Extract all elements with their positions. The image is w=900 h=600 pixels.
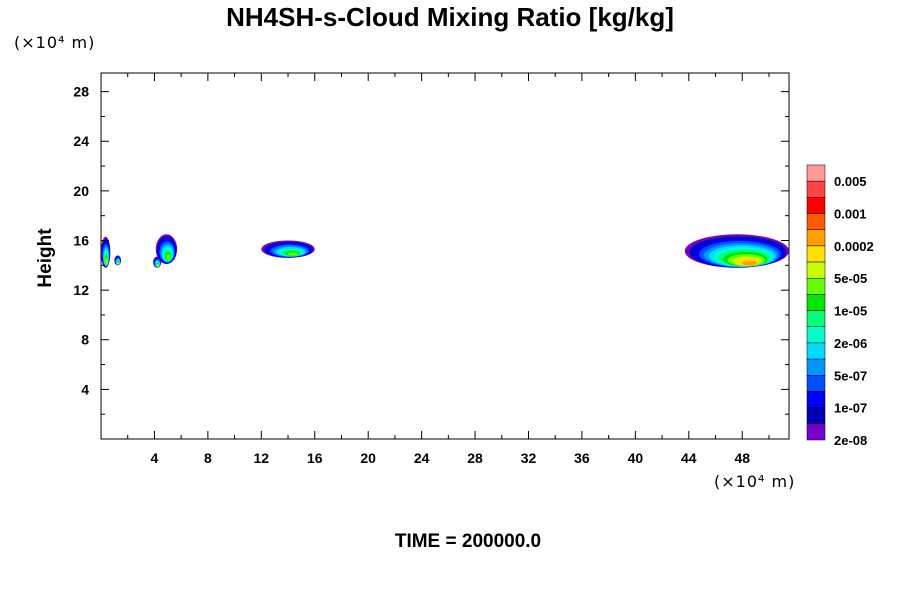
y-tick-label: 24 [73, 133, 89, 149]
colorbar-swatch [806, 229, 826, 247]
x-tick-label: 44 [681, 450, 697, 466]
x-tick-label: 16 [307, 450, 323, 466]
colorbar-swatch [806, 342, 826, 360]
x-tick-label: 20 [360, 450, 376, 466]
x-tick-label: 4 [151, 450, 159, 466]
colorbar-swatch [806, 310, 826, 328]
colorbar-label: 5e-07 [834, 368, 867, 383]
colorbar-swatch [806, 180, 826, 198]
cloud-region-5-level-12 [741, 260, 757, 266]
colorbar-swatch [806, 164, 826, 182]
colorbar-swatch [806, 375, 826, 392]
x-tick-label: 32 [521, 450, 537, 466]
colorbar-swatch [806, 407, 826, 425]
x-tick-label: 28 [467, 450, 483, 466]
x-tick-label: 12 [254, 450, 270, 466]
colorbar-label: 0.005 [834, 174, 867, 189]
colorbar-swatch [806, 277, 826, 295]
y-axis: 4 8 12 16 20 24 28 [73, 84, 789, 415]
cloud-region-2-level-10 [156, 264, 159, 267]
colorbar-label: 0.0002 [834, 239, 874, 254]
cloud-regions [101, 234, 789, 268]
cloud-region-0-level-10 [105, 258, 108, 265]
y-axis-unit: (×10⁴ m) [14, 33, 96, 52]
y-tick-label: 12 [73, 282, 89, 298]
y-tick-label: 8 [81, 332, 89, 348]
x-tick-label: 8 [204, 450, 212, 466]
cloud-region-3-level-9 [166, 254, 171, 260]
colorbar-swatch [806, 391, 826, 408]
y-tick-label: 4 [81, 381, 89, 397]
cloud-region-4-level-9 [287, 252, 298, 256]
colorbar-label: 2e-06 [834, 336, 867, 351]
chart-title: NH4SH-s-Cloud Mixing Ratio [kg/kg] [226, 2, 674, 32]
x-axis: 4 8 12 16 20 24 28 32 36 40 44 48 [127, 73, 770, 466]
colorbar-label: 5e-05 [834, 271, 867, 286]
colorbar-label: 2e-08 [834, 433, 867, 448]
colorbar-swatch [806, 326, 826, 344]
colorbar-label: 0.001 [834, 207, 867, 222]
x-axis-unit: (×10⁴ m) [714, 472, 796, 491]
colorbar-swatch [806, 197, 826, 214]
colorbar-swatch [806, 245, 826, 263]
colorbar-swatch [806, 358, 826, 376]
colorbar: 0.005 0.001 0.0002 5e-05 1e-05 2e-06 5e-07 1e-0… [806, 164, 874, 448]
colorbar-swatch [806, 294, 826, 311]
x-tick-label: 40 [628, 450, 644, 466]
plot-area [100, 72, 790, 440]
y-tick-label: 28 [73, 84, 89, 100]
time-label: TIME = 200000.0 [394, 531, 542, 552]
colorbar-label: 1e-05 [834, 304, 867, 319]
y-tick-label: 16 [73, 232, 89, 248]
y-tick-label: 20 [73, 183, 89, 199]
colorbar-swatch [806, 261, 826, 279]
colorbar-swatch [806, 213, 826, 230]
x-tick-label: 36 [574, 450, 590, 466]
x-tick-label: 24 [414, 450, 430, 466]
cloud-region-1-level-10 [117, 262, 120, 265]
colorbar-label: 1e-07 [834, 401, 867, 416]
x-tick-label: 48 [734, 450, 750, 466]
y-axis-label: Height [35, 228, 56, 288]
colorbar-swatch [806, 423, 826, 441]
